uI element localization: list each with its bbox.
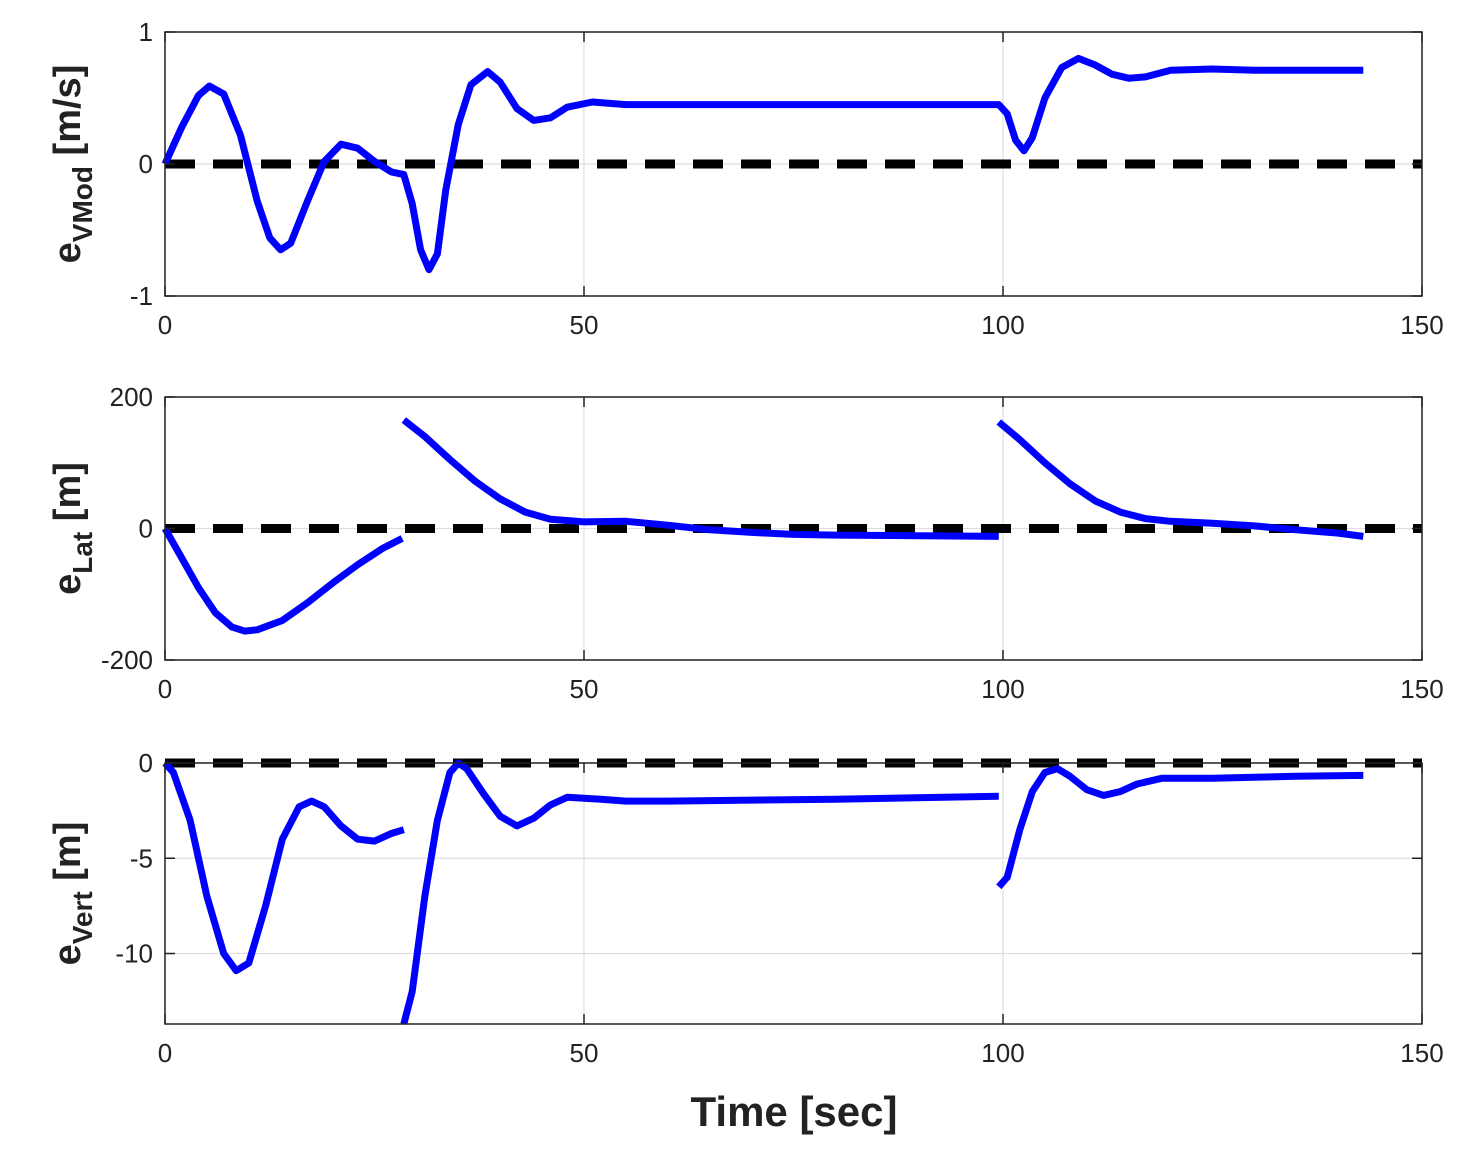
y-axis-label: eVert [m] [47,822,98,966]
y-axis-label-subscript: VMod [67,166,98,242]
x-tick-label: 100 [981,1038,1024,1068]
y-tick-label: -1 [130,281,153,311]
x-axis-label: Time [sec] [691,1088,898,1135]
y-tick-label: 0 [139,149,153,179]
series-segment-2 [400,759,999,1025]
y-tick-label: -5 [130,843,153,873]
y-axis-label: eLat [m] [47,462,98,595]
y-tick-label: -10 [115,939,153,969]
series-segment-3 [996,765,1364,890]
series-segment-1 [161,54,1364,274]
y-tick-label: 0 [139,748,153,778]
x-tick-label: 50 [570,674,599,704]
series-segment-1 [161,526,404,635]
x-tick-label: 150 [1400,310,1443,340]
x-tick-label: 150 [1400,1038,1443,1068]
y-axis-label-unit: [m/s] [47,65,89,166]
y-axis-label-main: e [47,242,89,263]
y-tick-label: 1 [139,17,153,47]
x-tick-label: 100 [981,310,1024,340]
y-axis-label-subscript: Lat [67,532,98,574]
x-tick-label: 150 [1400,674,1443,704]
x-tick-label: 50 [570,310,599,340]
plot-frame [164,762,1423,1025]
x-tick-label: 0 [158,1038,172,1068]
panel-3: 0 50 100 150 -10 -5 0 eVert [m] [47,748,1444,1068]
y-tick-label: -200 [101,645,153,675]
y-axis-label-unit: [m] [47,822,89,892]
y-axis-label: eVMod [m/s] [47,65,98,264]
y-axis-label-main: e [47,944,89,965]
x-tick-label: 50 [570,1038,599,1068]
y-tick-label: 0 [139,514,153,544]
y-axis-label-unit: [m] [47,462,89,532]
y-tick-label: 200 [110,382,153,412]
x-tick-label: 100 [981,674,1024,704]
y-axis-label-subscript: Vert [67,891,98,944]
x-tick-label: 0 [158,310,172,340]
series-segment-1 [162,760,405,975]
series-segment-2 [401,417,999,540]
x-tick-label: 0 [158,674,172,704]
y-axis-label-main: e [47,574,89,595]
series-segment-3 [996,419,1364,540]
